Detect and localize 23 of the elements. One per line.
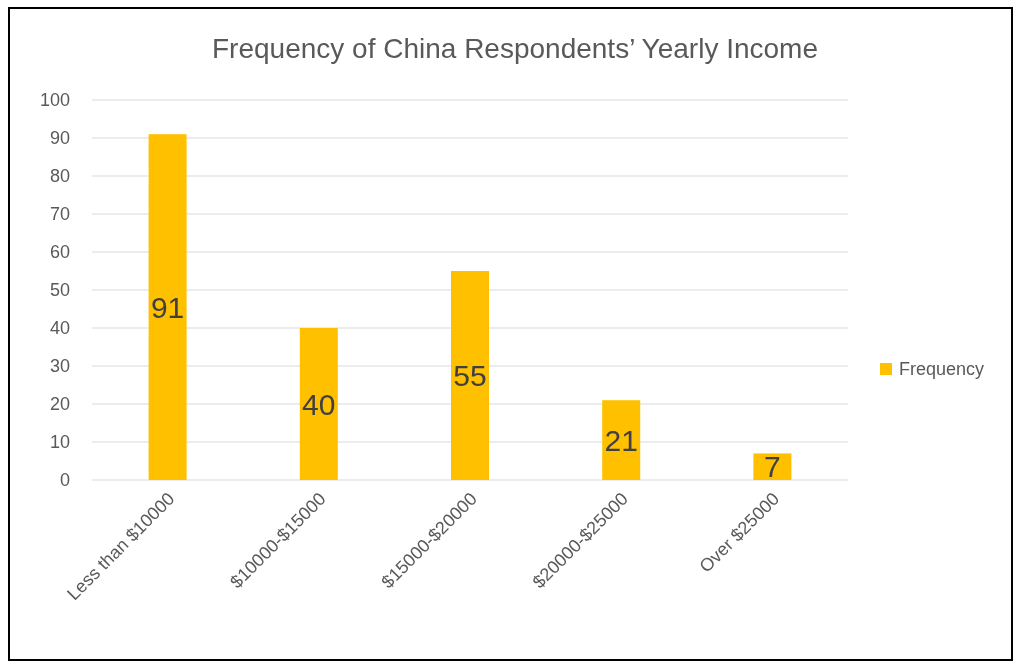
data-label: 91 [150, 290, 185, 324]
data-label: 7 [764, 450, 781, 484]
y-tick-label: 30 [49, 356, 70, 377]
bar [602, 400, 641, 480]
bar [451, 271, 489, 480]
legend-label: Frequency [899, 359, 985, 380]
y-tick-label: 70 [49, 204, 70, 225]
bar [299, 328, 338, 480]
bar [753, 453, 792, 480]
y-tick-label: 90 [49, 128, 70, 149]
y-tick-label: 100 [39, 90, 70, 111]
data-label: 21 [604, 423, 638, 457]
bar [148, 134, 187, 480]
y-tick-label: 80 [49, 166, 70, 187]
y-tick-label: 0 [59, 470, 70, 491]
data-label: 55 [453, 359, 487, 392]
y-tick-label: 40 [49, 318, 70, 339]
y-tick-label: 60 [49, 242, 70, 263]
data-label: 40 [302, 387, 336, 421]
y-tick-label: 10 [49, 432, 70, 453]
y-tick-label: 20 [49, 394, 70, 415]
chart-title: Frequency of China Respondents’ Yearly Income [212, 33, 818, 64]
y-tick-label: 50 [49, 280, 70, 301]
